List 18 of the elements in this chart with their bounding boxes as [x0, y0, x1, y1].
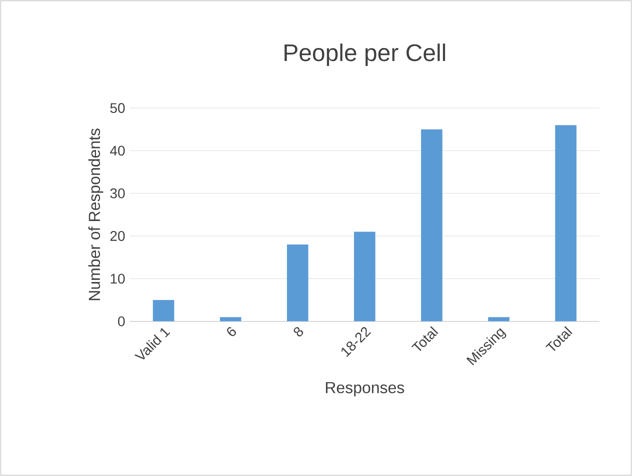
y-tick-label: 50 — [110, 103, 125, 113]
bar — [286, 244, 308, 322]
bar — [555, 125, 576, 322]
bar — [488, 317, 510, 322]
bar — [220, 317, 242, 322]
y-tick-label: 0 — [118, 316, 125, 326]
x-axis-title: Responses — [326, 382, 404, 396]
y-tick-label: 20 — [110, 231, 125, 241]
y-axis-title: Number of Respondents — [88, 128, 104, 300]
bar — [354, 232, 376, 322]
bar — [152, 300, 174, 322]
y-tick-label: 30 — [110, 188, 125, 198]
y-tick-label: 40 — [110, 146, 125, 156]
bar — [421, 129, 442, 322]
x-tick-label: 8 — [294, 327, 304, 336]
y-tick-label: 10 — [110, 274, 125, 284]
chart-title: People per Cell — [284, 44, 446, 66]
x-tick-label: 6 — [227, 327, 236, 336]
